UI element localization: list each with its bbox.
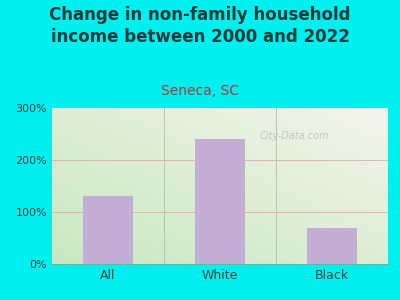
Text: Seneca, SC: Seneca, SC: [161, 84, 239, 98]
Bar: [83, 196, 133, 264]
Bar: [195, 139, 245, 264]
Text: City-Data.com: City-Data.com: [259, 131, 329, 141]
Text: Change in non-family household
income between 2000 and 2022: Change in non-family household income be…: [49, 6, 351, 46]
Bar: [307, 228, 357, 264]
